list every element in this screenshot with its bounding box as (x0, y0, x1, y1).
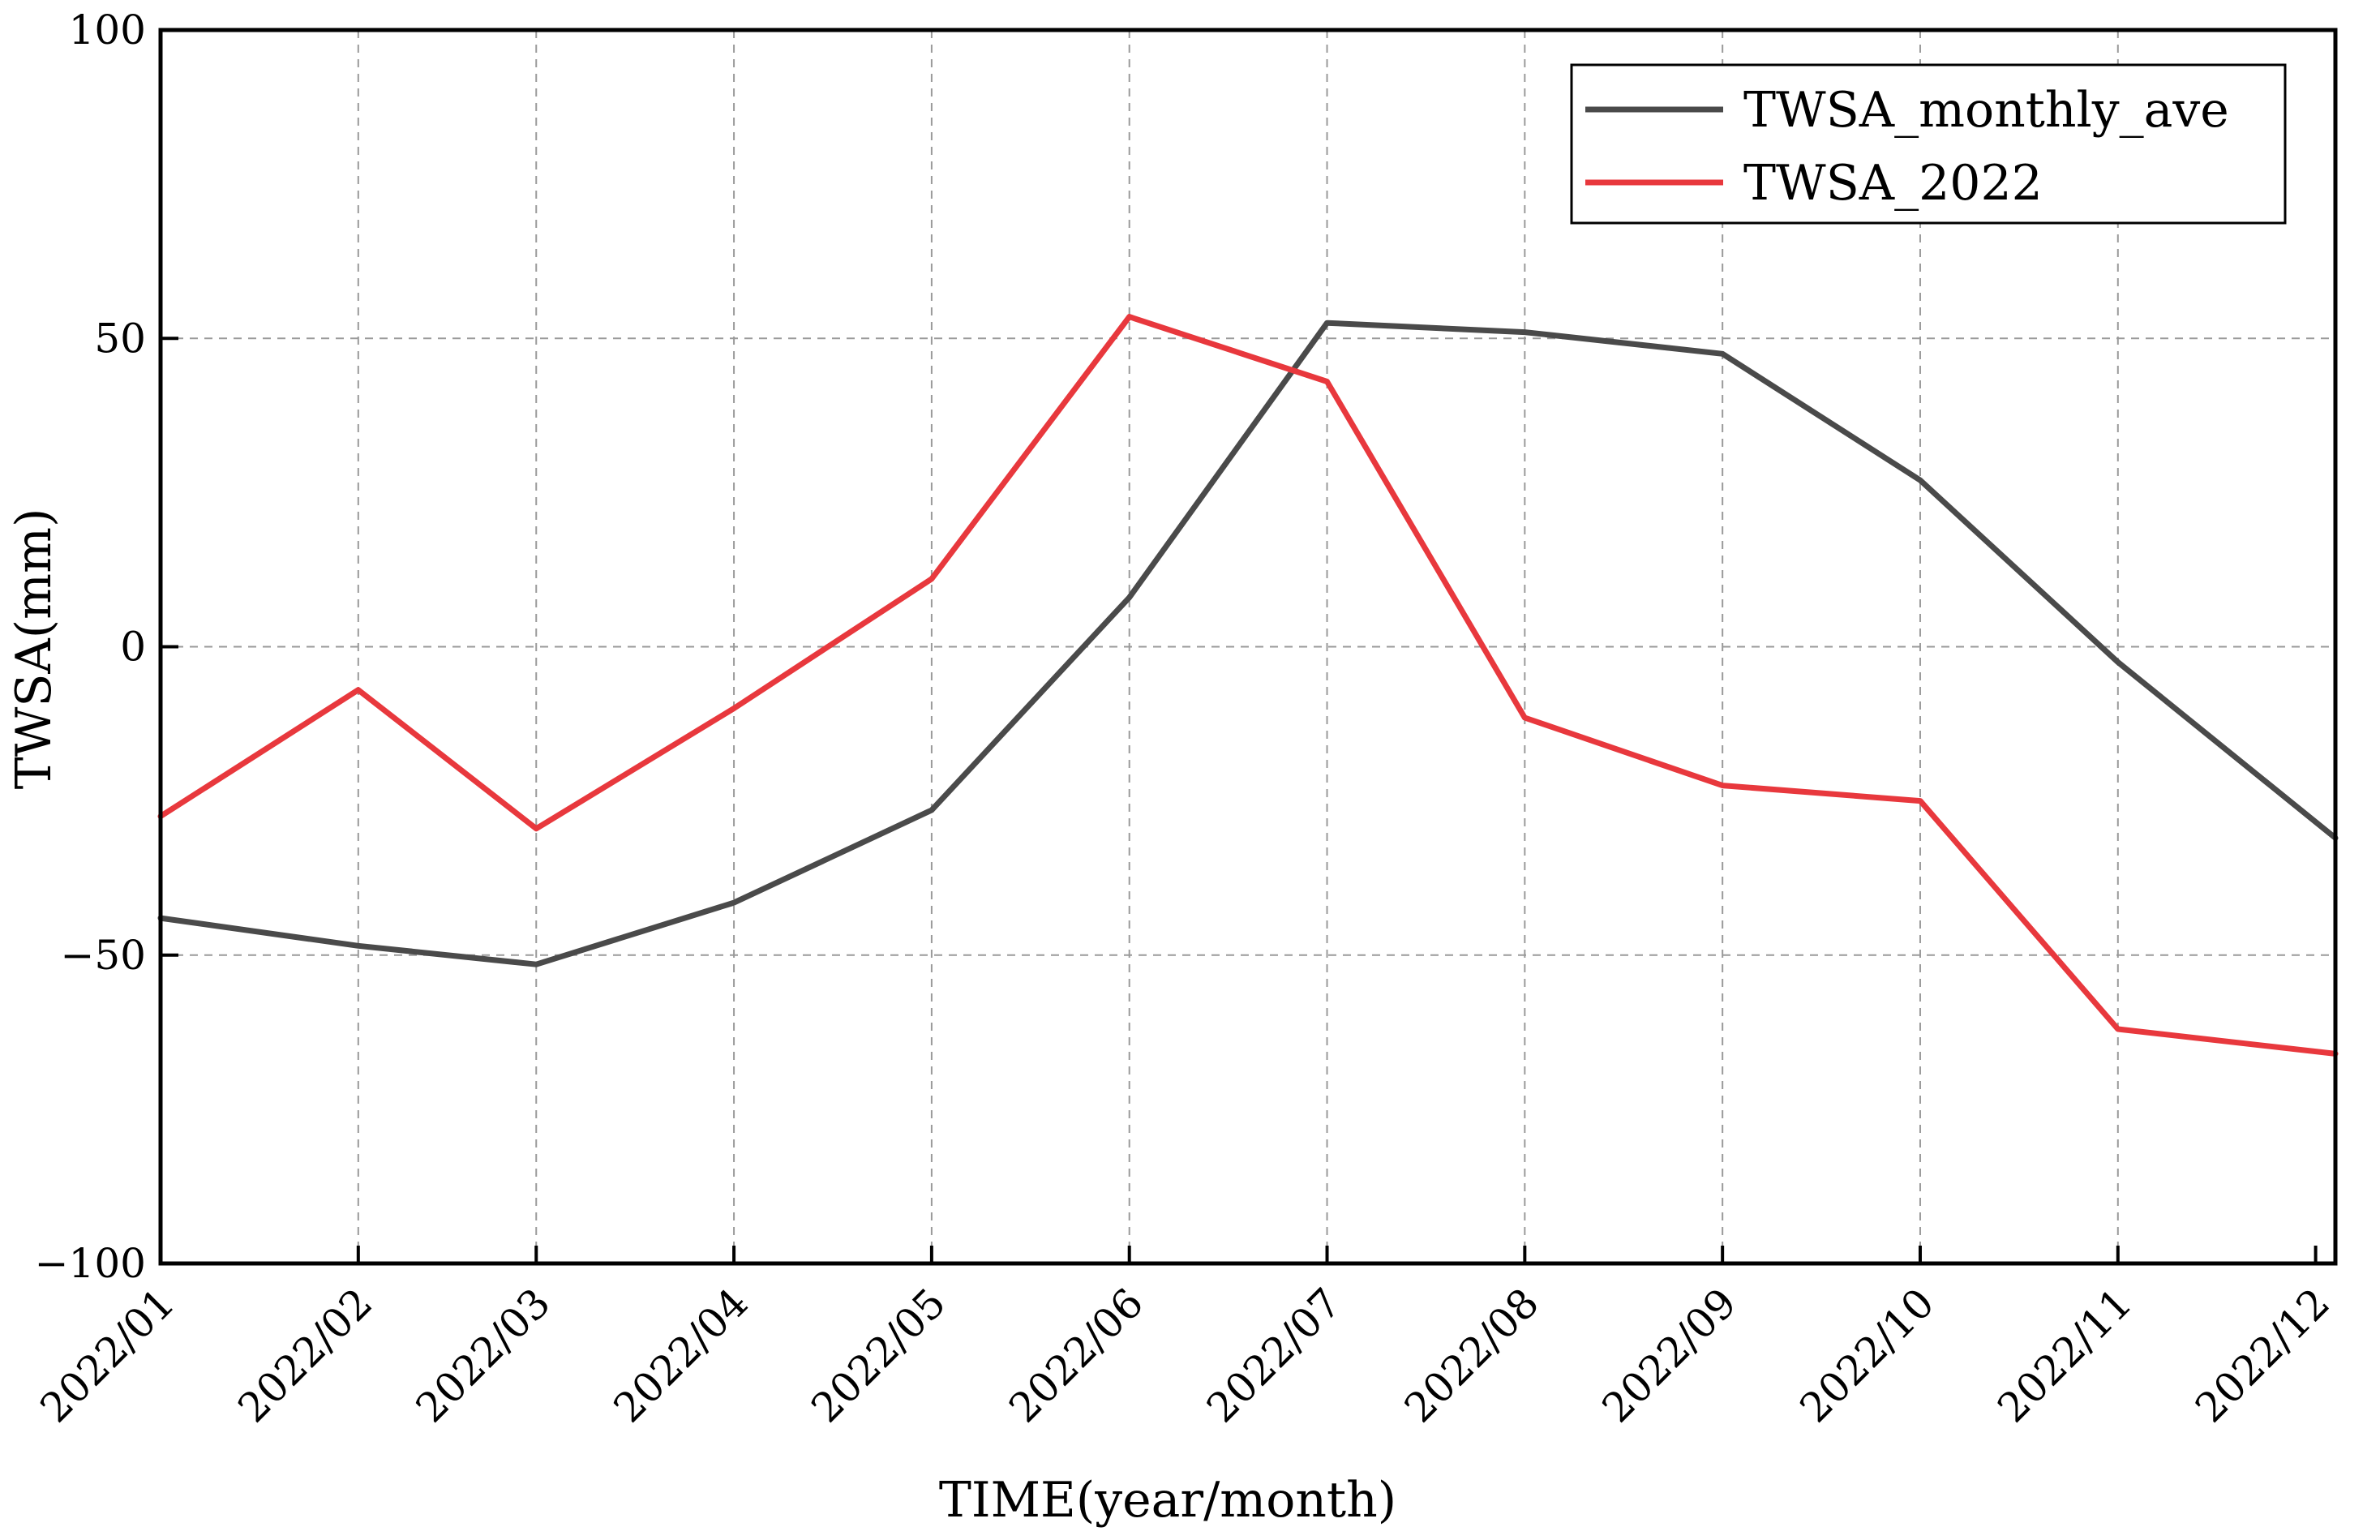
legend-label-twsa-2022: TWSA_2022 (1743, 155, 2043, 212)
series-line-twsa-2022 (157, 314, 2339, 1057)
legend: TWSA_monthly_ave TWSA_2022 (1570, 63, 2287, 225)
grid (161, 30, 2335, 1263)
y-tick-label: 100 (69, 6, 146, 54)
x-axis-label: TIME(year/month) (939, 1472, 1396, 1529)
legend-box (1570, 63, 2287, 225)
legend-label-twsa-monthly-ave: TWSA_monthly_ave (1743, 82, 2229, 139)
ticks (159, 28, 2318, 1265)
series-line-twsa-monthly-ave (157, 320, 2339, 967)
y-axis-label: TWSA(mm) (6, 508, 62, 790)
y-tick-label: −50 (60, 932, 146, 979)
series-lines (157, 314, 2339, 1057)
y-tick-label: 50 (94, 315, 146, 362)
y-tick-label: −100 (35, 1240, 146, 1287)
y-tick-label: 0 (120, 624, 146, 671)
